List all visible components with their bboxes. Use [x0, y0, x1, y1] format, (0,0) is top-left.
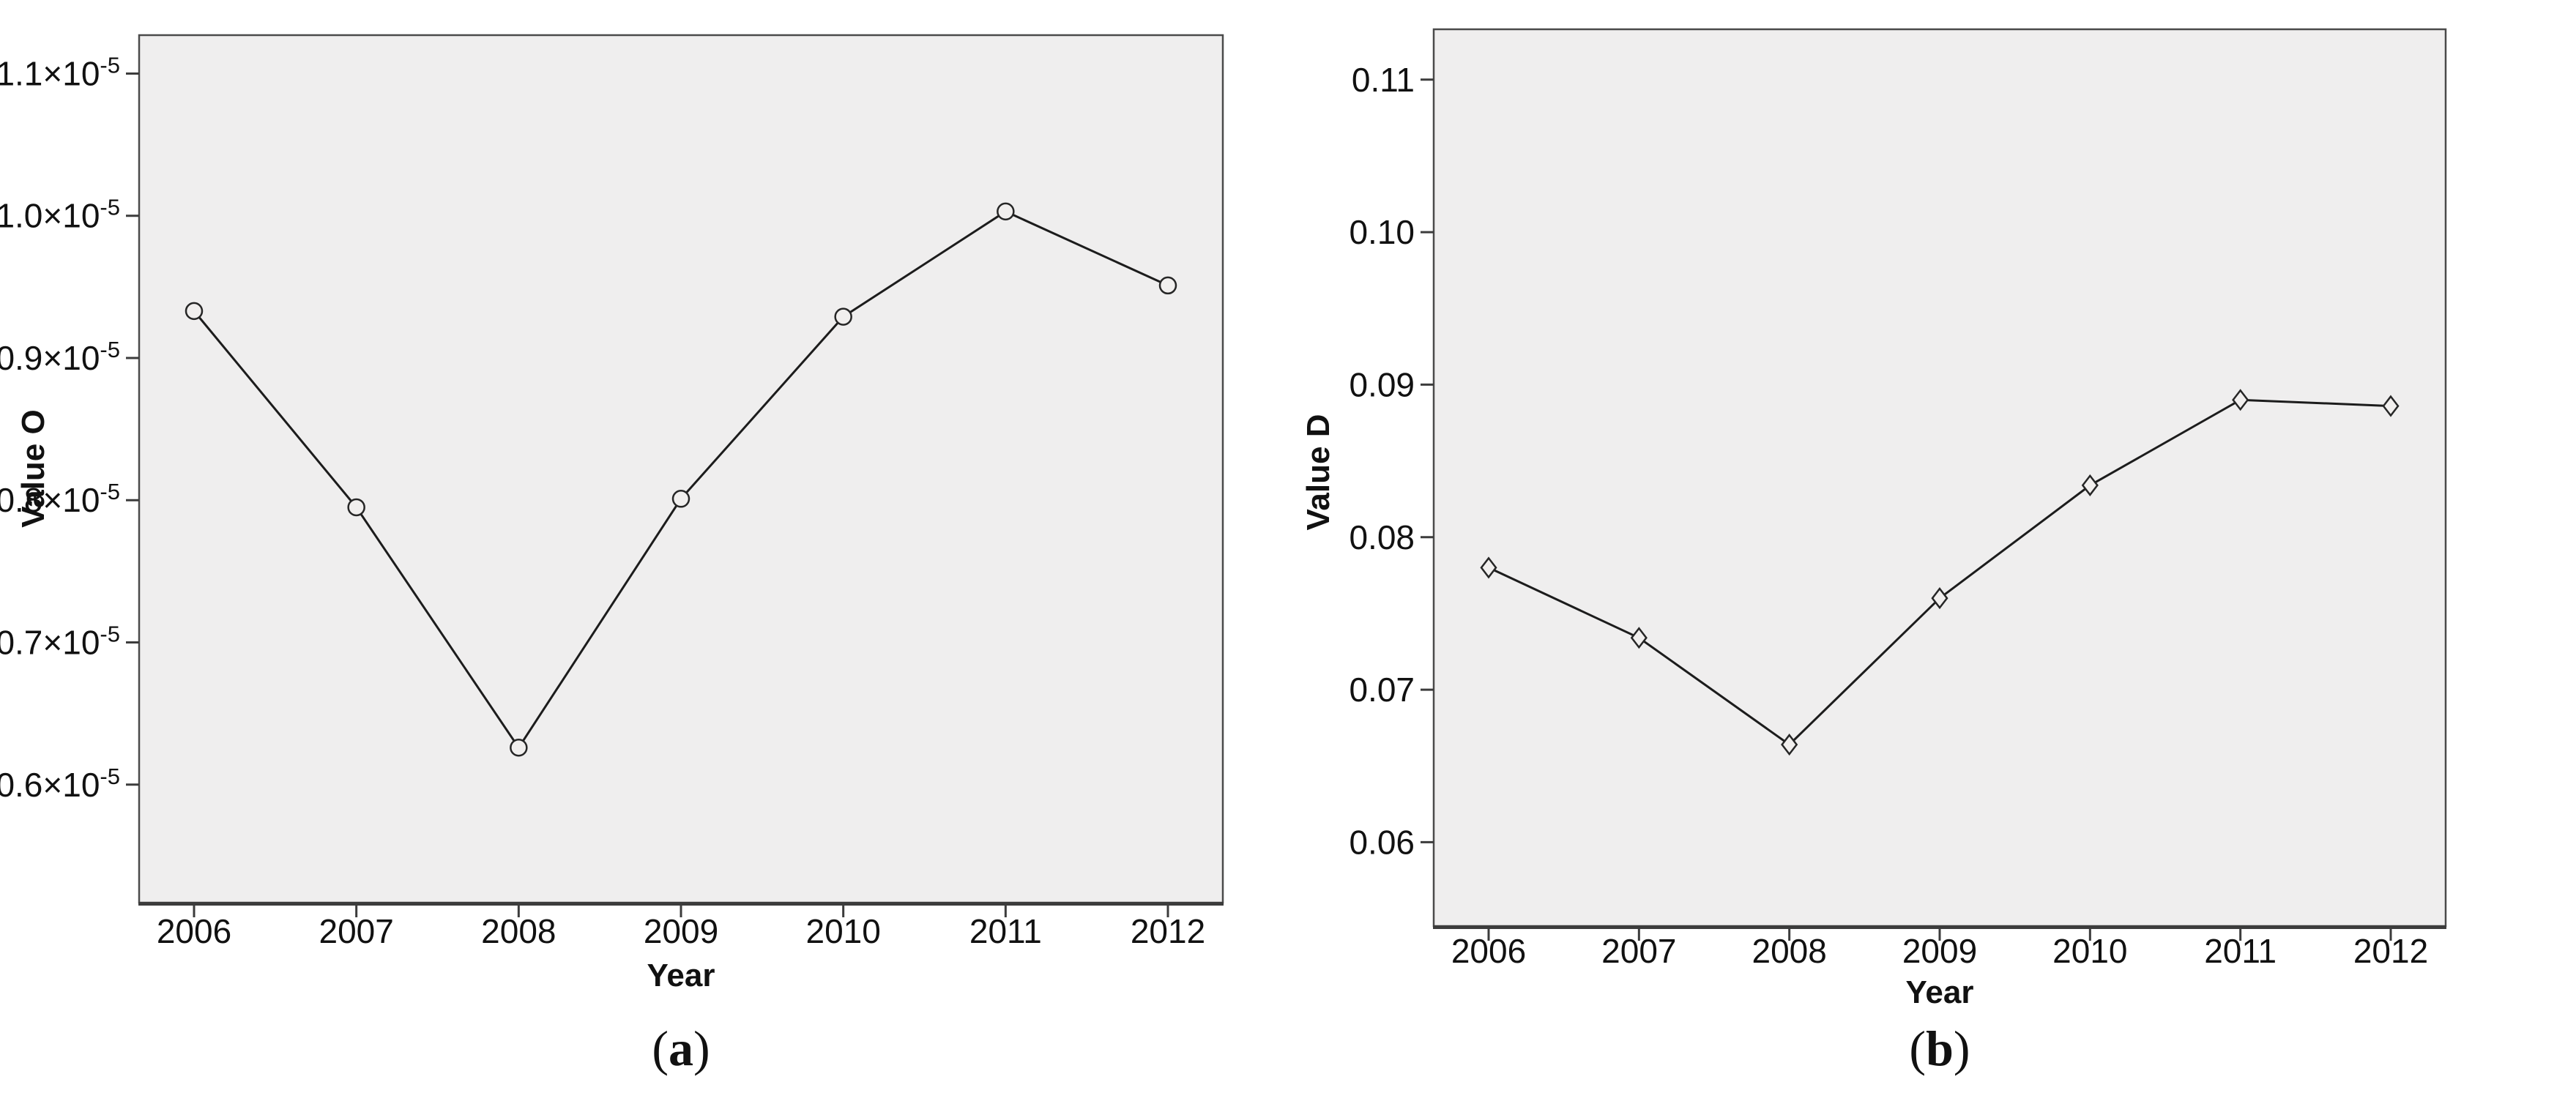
panel-b: 0.11 0.10 0.09 0.08 0.07 0.06 2006 2007 2008 2009…: [1288, 0, 2576, 1093]
data-point-marker: [1480, 556, 1497, 579]
y-tick-exponent: -5: [100, 622, 120, 647]
y-tick-label: 0.11: [1352, 61, 1415, 99]
data-point-marker: [510, 739, 528, 757]
y-tick-label: 0.8×10-5: [0, 479, 120, 519]
data-point-marker: [997, 202, 1015, 221]
plot-area: [138, 34, 1224, 904]
y-axis-title: Value D: [1300, 414, 1336, 531]
x-tick-label: 2010: [805, 912, 880, 950]
plot-area: [1432, 28, 2447, 928]
y-tick-label: 0.9×10-5: [0, 337, 120, 377]
y-tick-exponent: -5: [100, 337, 120, 362]
data-point-marker: [1781, 734, 1798, 756]
data-point-marker: [671, 490, 690, 508]
x-tick-label: 2011: [969, 912, 1042, 950]
x-tick-label: 2006: [157, 912, 231, 950]
y-tick-label: 0.6×10-5: [0, 764, 120, 804]
data-point-marker: [2232, 389, 2249, 411]
y-tick-label: 0.7×10-5: [0, 622, 120, 662]
data-point-marker: [185, 302, 204, 321]
y-tick-label: 0.09: [1349, 365, 1415, 403]
x-tick-label: 2012: [1131, 912, 1205, 950]
y-tick-label: 0.08: [1349, 518, 1415, 556]
x-axis-title: Year: [1906, 974, 1974, 1010]
y-tick-label: 0.10: [1349, 213, 1415, 251]
y-tick-label: 1.0×10-5: [0, 195, 120, 235]
x-tick-label: 2006: [1451, 932, 1526, 970]
panel-caption: (a): [652, 1021, 710, 1076]
y-tick-label: 0.06: [1349, 823, 1415, 861]
data-point-marker: [347, 498, 365, 517]
x-axis-title: Year: [647, 958, 715, 993]
x-tick-label: 2009: [1902, 932, 1977, 970]
data-point-marker: [1630, 627, 1648, 649]
data-point-marker: [2081, 474, 2099, 496]
chart-a-svg: 1.1×10-5 1.0×10-5 0.9×10-5 0.8×10-5 0.7×10-5…: [0, 34, 1224, 1076]
data-point-marker: [1158, 276, 1177, 295]
x-tick-label: 2012: [2353, 932, 2428, 970]
x-tick-label: 2010: [2052, 932, 2127, 970]
data-point-marker: [2382, 395, 2400, 417]
data-point-marker: [1931, 587, 1948, 610]
x-tick-label: 2007: [1601, 932, 1676, 970]
x-tick-label: 2009: [644, 912, 718, 950]
x-tick-label: 2007: [319, 912, 393, 950]
x-tick-label: 2008: [1752, 932, 1826, 970]
data-point-marker: [834, 307, 852, 326]
x-tick-label: 2011: [2204, 932, 2277, 970]
panel-a: 1.1×10-5 1.0×10-5 0.9×10-5 0.8×10-5 0.7×10-5…: [0, 34, 1224, 1076]
y-tick-exponent: -5: [100, 52, 120, 78]
y-tick-label: 0.07: [1349, 671, 1415, 709]
y-axis-title: Value O: [15, 409, 51, 527]
panel-caption: (b): [1909, 1021, 1970, 1076]
chart-b-svg: 0.11 0.10 0.09 0.08 0.07 0.06 2006 2007 2008 2009…: [1300, 28, 2447, 1076]
y-tick-label: 1.1×10-5: [0, 52, 120, 92]
x-tick-label: 2008: [481, 912, 556, 950]
y-tick-exponent: -5: [100, 195, 120, 220]
y-tick-exponent: -5: [100, 479, 120, 504]
y-tick-exponent: -5: [100, 764, 120, 789]
